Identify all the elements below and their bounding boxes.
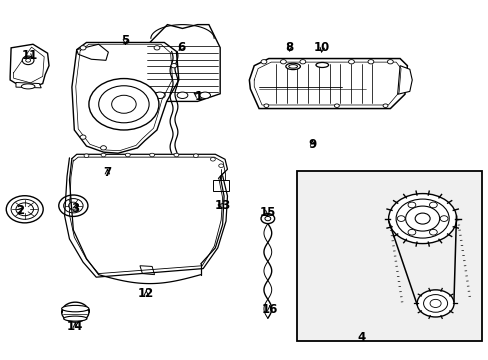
Circle shape	[89, 78, 159, 130]
Circle shape	[264, 104, 268, 108]
Ellipse shape	[154, 92, 165, 99]
Circle shape	[101, 153, 106, 157]
Circle shape	[59, 195, 88, 216]
Bar	[296, 171, 481, 341]
Text: 3: 3	[71, 202, 79, 215]
Circle shape	[125, 153, 130, 157]
Circle shape	[382, 104, 387, 108]
Circle shape	[428, 202, 436, 208]
Ellipse shape	[288, 64, 297, 68]
Text: 7: 7	[103, 166, 111, 179]
Ellipse shape	[285, 63, 300, 69]
Polygon shape	[77, 44, 108, 60]
Text: 13: 13	[215, 199, 231, 212]
Circle shape	[80, 46, 86, 50]
Text: 5: 5	[121, 34, 129, 47]
Circle shape	[299, 60, 305, 64]
Polygon shape	[16, 82, 41, 88]
Circle shape	[84, 154, 89, 157]
Circle shape	[218, 164, 223, 167]
Circle shape	[261, 60, 266, 64]
Circle shape	[367, 60, 373, 64]
Polygon shape	[72, 42, 179, 153]
Circle shape	[193, 154, 198, 157]
Polygon shape	[212, 180, 228, 192]
Circle shape	[407, 202, 415, 208]
Circle shape	[68, 202, 78, 209]
Text: 1: 1	[194, 90, 202, 103]
Circle shape	[414, 213, 429, 224]
Circle shape	[388, 194, 456, 244]
Circle shape	[428, 229, 436, 235]
Circle shape	[154, 46, 160, 50]
Polygon shape	[140, 266, 154, 275]
Circle shape	[101, 146, 106, 150]
Circle shape	[429, 300, 440, 307]
Circle shape	[423, 294, 447, 312]
Circle shape	[80, 135, 86, 139]
Circle shape	[22, 56, 34, 64]
Ellipse shape	[177, 92, 187, 99]
Circle shape	[6, 196, 43, 223]
Text: 2: 2	[16, 204, 24, 217]
Circle shape	[171, 64, 177, 68]
Text: 6: 6	[177, 41, 185, 54]
Text: 8: 8	[285, 41, 293, 54]
Circle shape	[264, 216, 270, 221]
Text: 9: 9	[308, 138, 316, 151]
Circle shape	[111, 95, 136, 113]
Polygon shape	[397, 66, 411, 94]
Circle shape	[439, 216, 447, 221]
Text: 12: 12	[138, 287, 154, 300]
Circle shape	[407, 229, 415, 235]
Circle shape	[99, 86, 149, 123]
Circle shape	[11, 199, 38, 219]
Ellipse shape	[21, 84, 35, 89]
Circle shape	[63, 199, 83, 213]
Circle shape	[174, 153, 179, 157]
Circle shape	[149, 153, 154, 157]
Text: 4: 4	[356, 331, 365, 344]
Circle shape	[261, 213, 274, 224]
Circle shape	[397, 216, 404, 221]
Circle shape	[416, 290, 453, 317]
Text: 10: 10	[313, 41, 330, 54]
Polygon shape	[144, 24, 220, 102]
Circle shape	[61, 302, 89, 322]
Ellipse shape	[200, 92, 210, 99]
Text: 16: 16	[261, 303, 277, 316]
Circle shape	[210, 157, 215, 161]
Ellipse shape	[315, 63, 328, 67]
Circle shape	[348, 60, 354, 64]
Text: 14: 14	[67, 320, 83, 333]
Circle shape	[395, 199, 448, 238]
Circle shape	[16, 203, 33, 216]
Text: 15: 15	[259, 206, 275, 219]
Circle shape	[405, 206, 439, 231]
Circle shape	[26, 59, 30, 62]
Circle shape	[386, 60, 392, 64]
Polygon shape	[10, 44, 49, 87]
Text: 11: 11	[21, 49, 38, 62]
Circle shape	[280, 60, 286, 64]
Circle shape	[334, 104, 339, 108]
Polygon shape	[249, 59, 407, 109]
Ellipse shape	[63, 316, 87, 321]
Ellipse shape	[61, 305, 89, 312]
Polygon shape	[132, 54, 144, 72]
